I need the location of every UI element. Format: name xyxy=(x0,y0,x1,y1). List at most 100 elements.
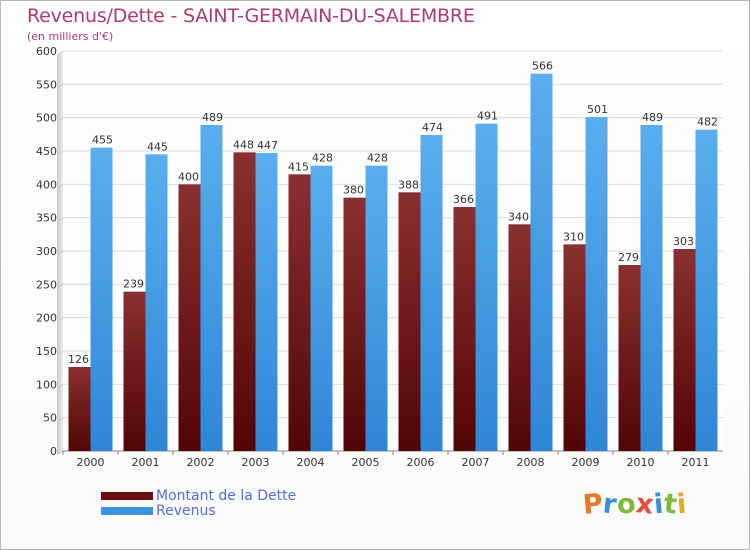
legend-item-revenus: Revenus xyxy=(101,502,296,519)
bar-revenus xyxy=(145,154,168,452)
gridline-wall xyxy=(56,183,64,189)
x-tick-label: 2004 xyxy=(297,456,325,469)
bar-dette xyxy=(343,197,366,451)
data-label: 428 xyxy=(312,152,333,165)
y-tick-label: 100 xyxy=(36,378,57,391)
proxiti-logo: Proxiti xyxy=(582,488,689,521)
bar-revenus xyxy=(90,147,113,451)
logo-letter: i xyxy=(675,488,689,521)
bar-dette xyxy=(508,224,531,451)
bar-dette xyxy=(398,192,421,452)
data-label: 447 xyxy=(257,139,278,152)
bar-revenus xyxy=(255,153,278,451)
x-tick-label: 2011 xyxy=(682,456,710,469)
y-tick-label: 550 xyxy=(36,78,57,91)
bar-dette xyxy=(453,207,476,451)
bar-revenus xyxy=(640,125,663,451)
bar-dette xyxy=(123,291,146,451)
gridline-wall xyxy=(56,217,64,223)
data-label: 489 xyxy=(642,111,663,124)
data-label: 448 xyxy=(233,138,254,151)
bar-revenus xyxy=(695,129,718,451)
gridline-wall xyxy=(56,50,64,56)
data-label: 428 xyxy=(367,152,388,165)
data-label: 279 xyxy=(618,251,639,264)
data-label: 445 xyxy=(147,140,168,153)
legend: Montant de la Dette Revenus xyxy=(101,487,297,519)
legend-label-revenus: Revenus xyxy=(156,502,216,519)
gridline-wall xyxy=(56,383,64,389)
gridline-wall xyxy=(56,283,64,289)
y-tick-label: 450 xyxy=(36,145,57,158)
x-tick-label: 2010 xyxy=(627,456,655,469)
x-tick-label: 2008 xyxy=(517,456,545,469)
gridline-wall xyxy=(56,450,64,456)
bar-revenus xyxy=(310,165,333,451)
y-tick-label: 600 xyxy=(36,45,57,58)
x-tick-label: 2002 xyxy=(187,456,215,469)
bars xyxy=(68,73,718,452)
chart-subtitle: (en milliers d'€) xyxy=(27,30,114,43)
gridline-wall xyxy=(56,117,64,123)
bar-dette xyxy=(233,152,256,452)
gridline-wall xyxy=(56,417,64,423)
data-label: 340 xyxy=(508,210,529,223)
bar-revenus xyxy=(530,73,553,452)
grid-lines xyxy=(56,50,723,456)
legend-swatch-dette xyxy=(101,491,153,500)
data-label: 491 xyxy=(477,110,498,123)
data-label: 566 xyxy=(532,60,553,73)
chart-title: Revenus/Dette - SAINT-GERMAIN-DU-SALEMBR… xyxy=(27,5,475,27)
y-tick-label: 400 xyxy=(36,178,57,191)
data-label: 239 xyxy=(123,278,144,291)
legend-item-dette: Montant de la Dette xyxy=(101,487,297,504)
data-label: 380 xyxy=(343,184,364,197)
data-label: 455 xyxy=(92,134,113,147)
axes: 0 50 100 150 200 250 300 350 400 450 500 550 600 2000… xyxy=(36,45,723,469)
bar-revenus xyxy=(365,165,388,451)
data-label: 489 xyxy=(202,111,223,124)
bar-revenus xyxy=(585,117,608,451)
x-tick-label: 2007 xyxy=(462,456,490,469)
bar-dette xyxy=(563,244,586,451)
data-label: 126 xyxy=(68,353,89,366)
x-tick-label: 2000 xyxy=(77,456,105,469)
y-tick-label: 350 xyxy=(36,212,57,225)
bar-dette xyxy=(673,249,696,451)
bar-revenus xyxy=(475,123,498,452)
bar-dette xyxy=(618,265,641,451)
y-tick-label: 250 xyxy=(36,278,57,291)
data-label: 415 xyxy=(288,160,309,173)
x-tick-label: 2006 xyxy=(407,456,435,469)
data-label: 388 xyxy=(398,178,419,191)
y-tick-label: 0 xyxy=(50,445,57,458)
y-tick-label: 500 xyxy=(36,112,57,125)
y-tick-label: 50 xyxy=(43,412,57,425)
gridline-wall xyxy=(56,150,64,156)
gridline-wall xyxy=(56,317,64,323)
legend-label-dette: Montant de la Dette xyxy=(156,487,297,504)
bar-dette xyxy=(178,184,201,452)
bar-dette xyxy=(288,174,311,452)
bar-revenus xyxy=(200,125,223,451)
y-tick-label: 200 xyxy=(36,312,57,325)
bar-revenus xyxy=(420,135,443,451)
data-label: 474 xyxy=(422,121,443,134)
x-tick-label: 2009 xyxy=(572,456,600,469)
data-label: 400 xyxy=(178,170,199,183)
data-label: 366 xyxy=(453,193,474,206)
data-label: 303 xyxy=(673,235,694,248)
data-label: 310 xyxy=(563,230,584,243)
x-tick-label: 2003 xyxy=(242,456,270,469)
gridline-wall xyxy=(56,350,64,356)
y-tick-label: 150 xyxy=(36,345,57,358)
x-tick-label: 2001 xyxy=(132,456,160,469)
y-tick-label: 300 xyxy=(36,245,57,258)
data-label: 482 xyxy=(697,116,718,129)
data-label: 501 xyxy=(587,103,608,116)
gridline-wall xyxy=(56,250,64,256)
bar-dette xyxy=(68,367,91,451)
